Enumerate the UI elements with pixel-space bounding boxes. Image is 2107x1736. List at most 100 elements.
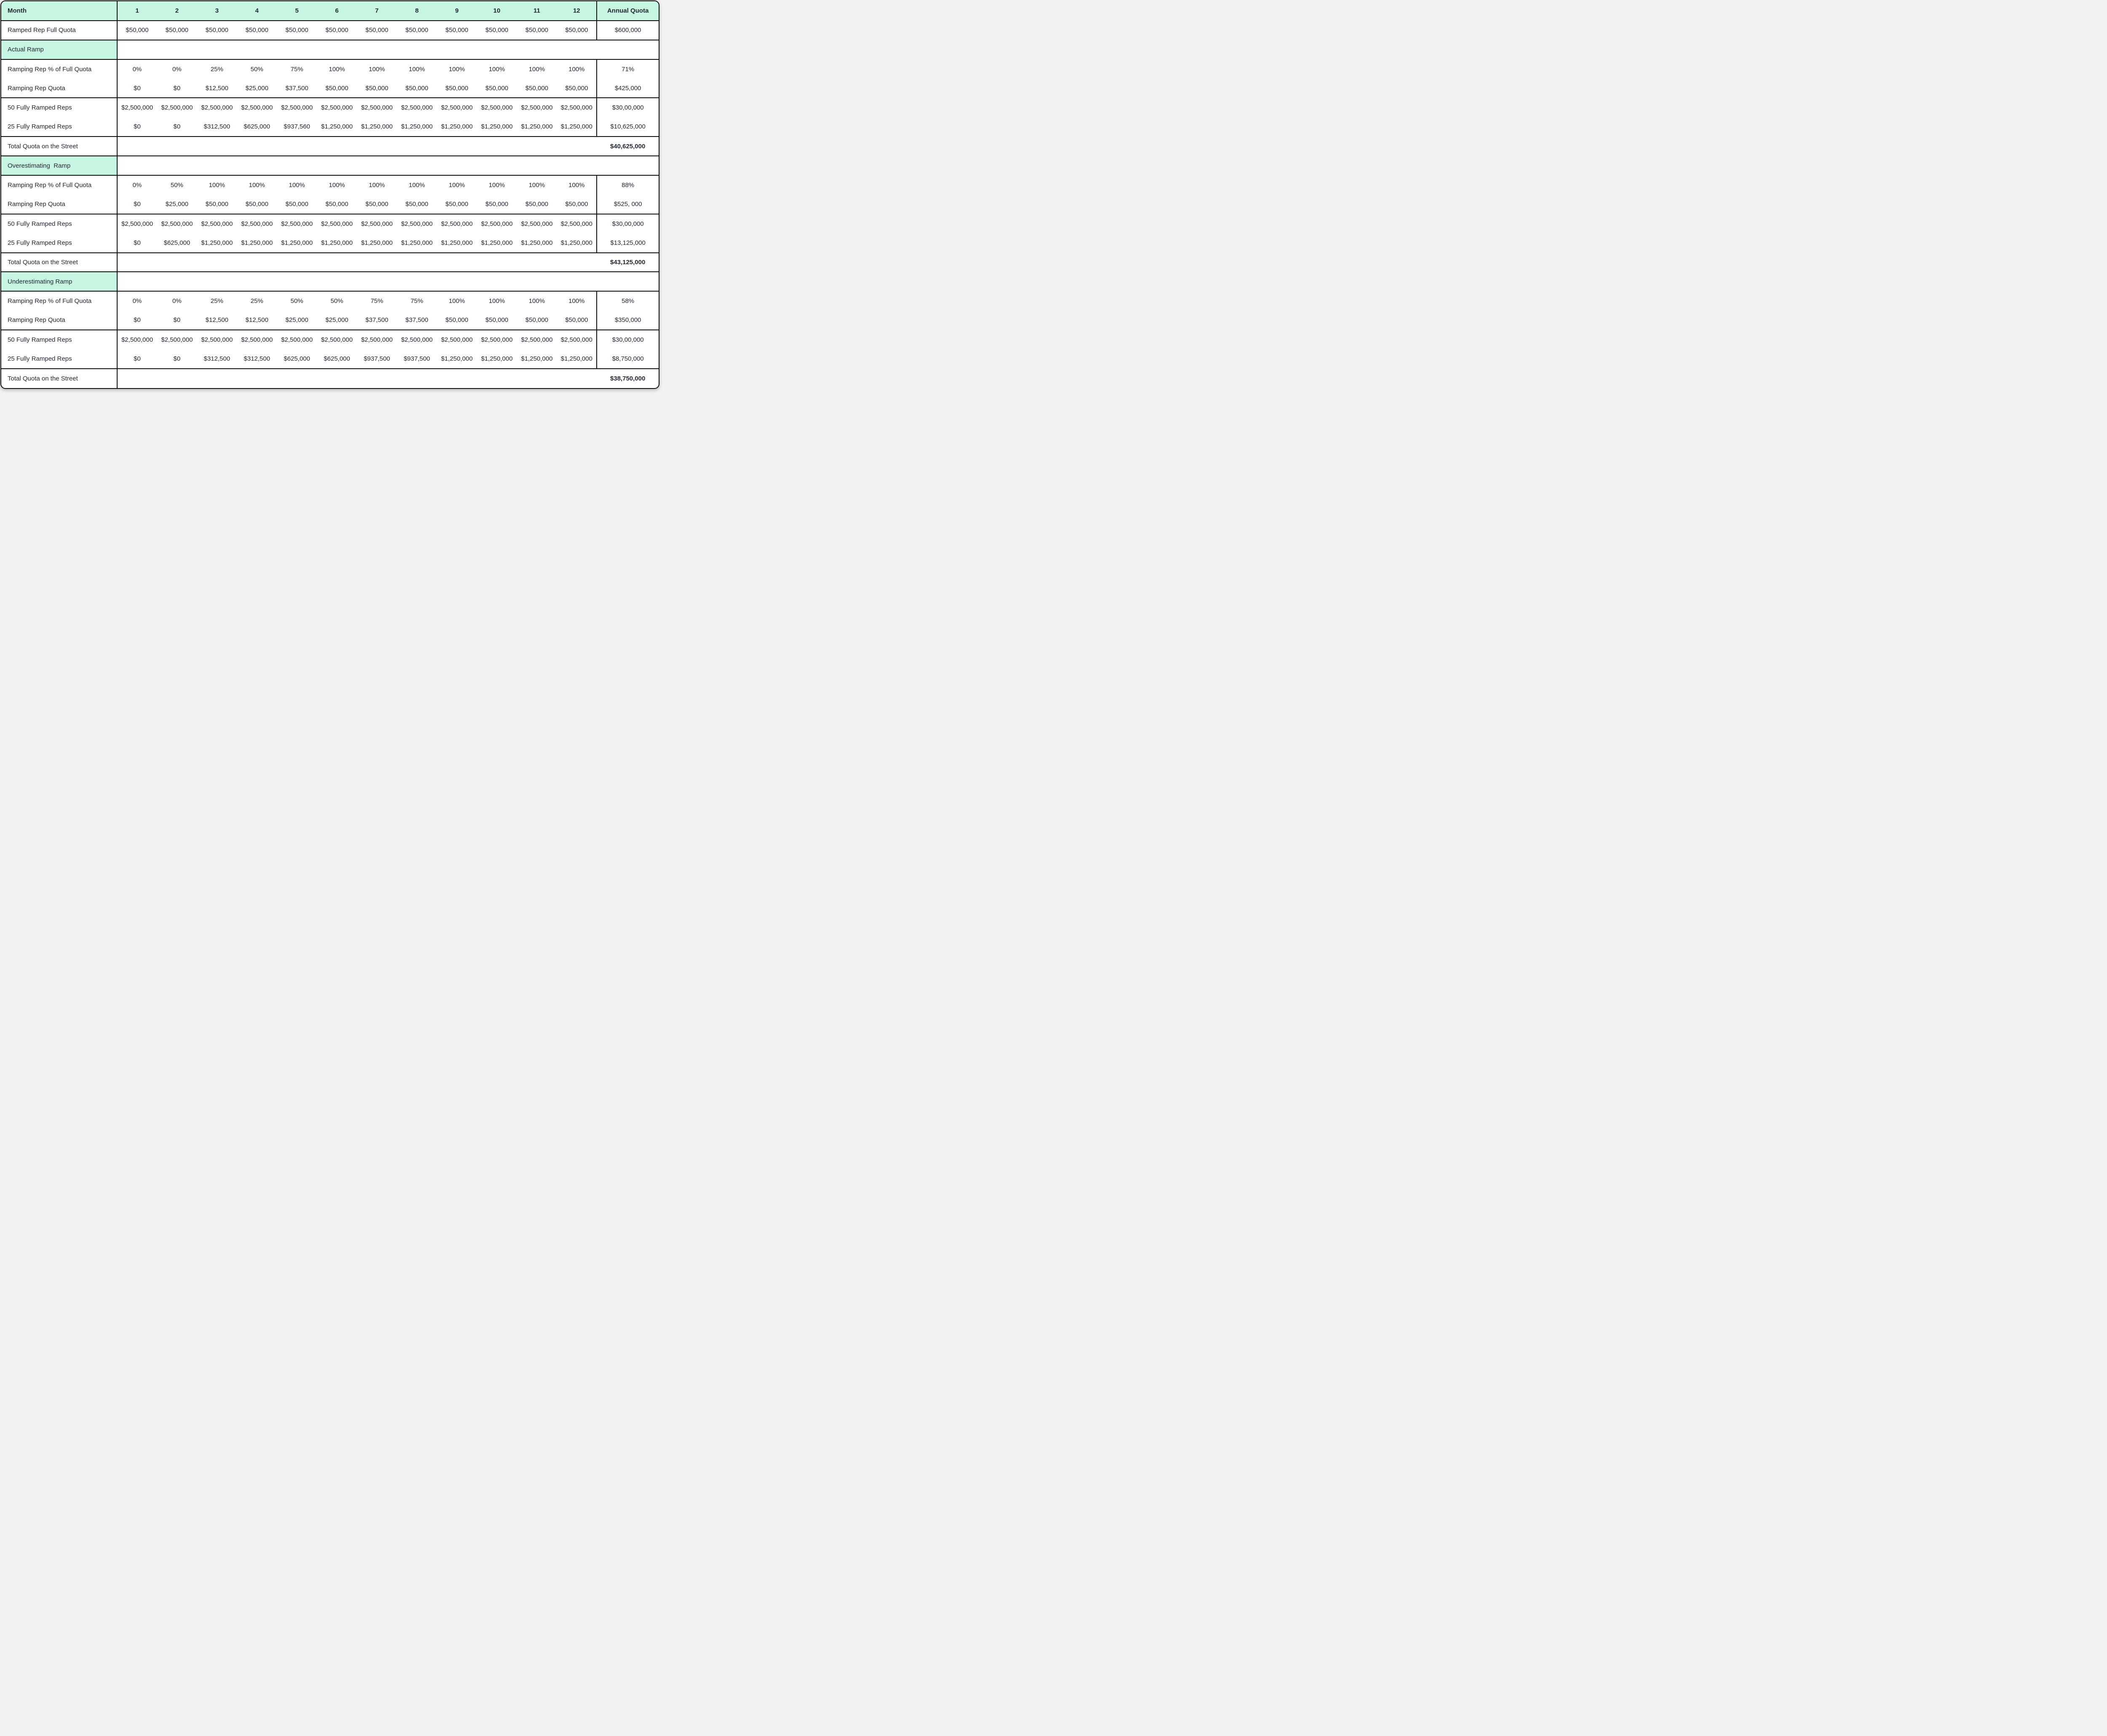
- month-header-cell: Month: [1, 1, 118, 21]
- month-number-header: 6: [317, 1, 357, 21]
- row-label: Ramped Rep Full Quota: [1, 20, 118, 40]
- data-row: 50 Fully Ramped Reps $2,500,000 $2,500,000…: [1, 330, 659, 350]
- month-value-cell: $1,250,000: [521, 239, 553, 246]
- total-row-label: Total Quota on the Street: [1, 252, 118, 272]
- total-spacer-cell: [117, 136, 597, 156]
- month-value-cell: $1,250,000: [557, 349, 598, 369]
- month-value-cell: $1,250,000: [441, 239, 473, 246]
- row-label: 25 Fully Ramped Reps: [1, 117, 118, 137]
- month-value-cell: $0: [173, 123, 181, 131]
- total-value-cell: $40,625,000: [597, 136, 659, 156]
- total-value-cell: $38,750,000: [597, 368, 659, 388]
- month-value-cell: $50,000: [557, 311, 598, 330]
- row-label: Ramping Rep % of Full Quota: [1, 59, 118, 79]
- month-value-cell: $1,250,000: [321, 123, 353, 131]
- annual-value-cell: $10,625,000: [610, 123, 646, 131]
- row-label: 25 Fully Ramped Reps: [1, 349, 118, 369]
- annual-value-cell: $350,000: [614, 316, 641, 324]
- total-spacer-cell: [117, 368, 597, 388]
- month-value-cell: $1,250,000: [521, 355, 553, 362]
- month-value-cell: $2,500,000: [237, 97, 277, 118]
- month-value-cell: $50,000: [245, 200, 268, 208]
- month-value-cell: $2,500,000: [517, 213, 557, 233]
- month-value-cell: $2,500,000: [117, 97, 157, 118]
- month-value-cell: 100%: [517, 175, 557, 195]
- total-value-cell: $43,125,000: [597, 252, 659, 272]
- month-value-cell: $1,250,000: [557, 117, 598, 137]
- total-spacer-cell: [117, 252, 597, 272]
- month-number-header: 9: [437, 1, 477, 21]
- month-value-cell: $2,500,000: [437, 213, 477, 233]
- annual-value-cell: 88%: [597, 175, 659, 195]
- month-value-cell: $1,250,000: [321, 239, 353, 246]
- month-value-cell: 0%: [117, 59, 157, 79]
- month-value-cell: $50,000: [205, 200, 228, 208]
- month-value-cell: 25%: [237, 291, 277, 311]
- month-value-cell: $25,000: [165, 200, 189, 208]
- month-value-cell: $1,250,000: [481, 239, 513, 246]
- month-value-cell: $2,500,000: [517, 97, 557, 118]
- month-value-cell: 100%: [557, 59, 598, 79]
- month-value-cell: $2,500,000: [157, 97, 197, 118]
- month-value-cell: $2,500,000: [277, 97, 317, 118]
- row-label: Ramping Rep Quota: [1, 311, 118, 330]
- month-value-cell: $2,500,000: [117, 213, 157, 233]
- month-value-cell: 100%: [397, 175, 437, 195]
- month-value-cell: $50,000: [437, 20, 477, 40]
- month-value-cell: $2,500,000: [477, 97, 517, 118]
- month-value-cell: $1,250,000: [361, 239, 393, 246]
- month-value-cell: $50,000: [525, 84, 549, 92]
- month-value-cell: $0: [173, 84, 181, 92]
- row-label: 25 Fully Ramped Reps: [1, 233, 118, 253]
- month-value-cell: 100%: [437, 175, 477, 195]
- month-value-cell: $0: [134, 123, 141, 131]
- month-value-cell: 0%: [117, 291, 157, 311]
- month-value-cell: 50%: [157, 175, 197, 195]
- section-header-cell: Actual Ramp: [1, 39, 118, 59]
- data-row: Ramped Rep Full Quota $50,000 $50,000 $50,0…: [1, 20, 659, 40]
- month-value-cell: $625,000: [324, 355, 350, 362]
- month-value-cell: $2,500,000: [317, 330, 357, 350]
- month-value-cell: $312,500: [204, 123, 231, 131]
- month-value-cell: $1,250,000: [441, 123, 473, 131]
- month-value-cell: 100%: [477, 175, 517, 195]
- month-value-cell: $0: [173, 355, 181, 362]
- month-value-cell: 0%: [157, 291, 197, 311]
- data-row: Ramping Rep Quota $0 $0 $12,500 $25,000 $37,5…: [1, 78, 659, 98]
- row-label: Ramping Rep % of Full Quota: [1, 291, 118, 311]
- section-row: Actual Ramp: [1, 39, 659, 59]
- month-value-cell: $2,500,000: [397, 213, 437, 233]
- month-value-cell: $2,500,000: [557, 330, 598, 350]
- month-value-cell: $50,000: [477, 20, 517, 40]
- quota-table-body: Month 1 2 3 4 5 6 7 8 9 10 11 12 Annual Quota Ramped R…: [1, 1, 659, 388]
- total-row: Total Quota on the Street $38,750,000: [1, 368, 659, 388]
- month-number-header: 4: [237, 1, 277, 21]
- row-label: Ramping Rep Quota: [1, 194, 118, 214]
- data-row: 50 Fully Ramped Reps $2,500,000 $2,500,000…: [1, 213, 659, 233]
- month-value-cell: $2,500,000: [157, 213, 197, 233]
- month-value-cell: 75%: [397, 291, 437, 311]
- month-value-cell: $0: [134, 84, 141, 92]
- month-value-cell: 100%: [517, 59, 557, 79]
- month-value-cell: $2,500,000: [157, 330, 197, 350]
- month-value-cell: $50,000: [485, 316, 509, 324]
- month-number-header: 8: [397, 1, 437, 21]
- month-value-cell: 50%: [277, 291, 317, 311]
- month-value-cell: $2,500,000: [237, 213, 277, 233]
- month-value-cell: $2,500,000: [197, 330, 237, 350]
- data-row: 25 Fully Ramped Reps $0 $0 $312,500 $625,000…: [1, 117, 659, 137]
- month-value-cell: 25%: [197, 59, 237, 79]
- data-row: Ramping Rep Quota $0 $0 $12,500 $12,500 $25,0…: [1, 311, 659, 330]
- month-value-cell: $2,500,000: [197, 213, 237, 233]
- quota-ramp-table-card: Month 1 2 3 4 5 6 7 8 9 10 11 12 Annual Quota Ramped R…: [0, 0, 659, 389]
- month-value-cell: $50,000: [485, 84, 509, 92]
- annual-value-cell: $30,00,000: [597, 97, 659, 118]
- month-value-cell: $50,000: [365, 84, 389, 92]
- month-value-cell: $50,000: [557, 78, 598, 98]
- annual-value-cell: 71%: [597, 59, 659, 79]
- month-value-cell: $50,000: [325, 84, 348, 92]
- month-value-cell: $50,000: [445, 84, 469, 92]
- month-value-cell: $1,250,000: [481, 355, 513, 362]
- section-header-cell: Overestimating Ramp: [1, 155, 118, 176]
- month-value-cell: $312,500: [244, 355, 270, 362]
